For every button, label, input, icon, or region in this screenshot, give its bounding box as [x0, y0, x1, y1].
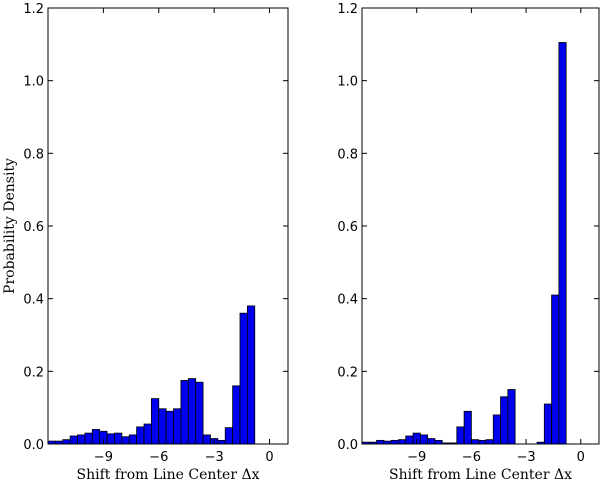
histogram-bar — [150, 398, 160, 445]
y-tick-label: 1.2 — [23, 2, 44, 17]
x-axis-label: Shift from Line Center Δx — [77, 467, 260, 480]
histogram-bar — [173, 408, 182, 445]
histogram-bar — [478, 439, 487, 445]
histogram-bar — [128, 434, 138, 445]
histogram-bar — [62, 439, 71, 445]
histogram-bar — [77, 434, 86, 445]
x-tick-label: −3 — [205, 450, 224, 465]
histogram-bar — [485, 439, 494, 445]
y-tick-label: 1.0 — [23, 75, 44, 90]
y-axis-label: Probability Density — [2, 158, 18, 294]
y-tick-label: 0.4 — [23, 293, 44, 308]
histogram-bar — [390, 439, 399, 445]
histogram-bar — [84, 432, 93, 445]
y-tick-label: 0.2 — [337, 365, 358, 380]
y-tick-label: 0.6 — [337, 220, 358, 235]
histogram-bar — [217, 439, 226, 445]
histogram-bar — [143, 423, 152, 445]
x-tick-label: −9 — [407, 450, 426, 465]
y-tick-label: 0.6 — [23, 220, 44, 235]
histogram-bar — [246, 305, 256, 445]
right-panel: 0.0 0.2 0.4 0.6 0.8 1.0 1.2 −9 −6 −3 0 Shift from L… — [337, 2, 600, 480]
histogram-bar — [224, 427, 234, 445]
histogram-bar — [202, 434, 211, 445]
x-tick-label: 0 — [577, 450, 585, 465]
histogram-bar — [187, 378, 197, 445]
y-tick-label: 0.8 — [337, 147, 358, 162]
histogram-bar — [558, 42, 567, 445]
histogram-bar — [114, 432, 123, 445]
x-axis-label: Shift from Line Center Δx — [389, 467, 572, 480]
histogram-bar — [398, 439, 407, 445]
histogram-bar — [551, 294, 560, 445]
y-tick-label: 0.2 — [23, 365, 44, 380]
histogram-bar — [121, 436, 130, 445]
histogram-bar — [419, 434, 429, 445]
histogram-bar — [434, 439, 443, 445]
y-tick-label: 0.0 — [337, 438, 358, 453]
histogram-bar — [165, 410, 174, 445]
histogram-bar — [195, 381, 204, 445]
y-tick-label: 0.4 — [337, 293, 358, 308]
histogram-bar — [69, 435, 78, 445]
left-panel: 0.0 0.2 0.4 0.6 0.8 1.0 1.2 −9 −6 −3 0 Shift from L… — [2, 2, 289, 480]
x-tick-label: −3 — [516, 450, 535, 465]
histogram-bar — [456, 426, 465, 445]
histogram-bar — [91, 429, 101, 445]
histogram-bar — [180, 380, 189, 445]
y-tick-label: 0.0 — [23, 438, 44, 453]
histogram-bar — [427, 438, 436, 445]
y-tick-label: 0.8 — [23, 147, 44, 162]
histogram-bar — [507, 389, 516, 445]
histogram-bar — [376, 439, 385, 445]
histogram-bar — [136, 426, 145, 445]
x-tick-label: −6 — [462, 450, 481, 465]
x-tick-label: −6 — [149, 450, 168, 465]
x-tick-label: 0 — [265, 450, 273, 465]
histogram-bar — [500, 396, 509, 445]
histogram-bar — [232, 385, 241, 445]
histogram-bar — [463, 410, 472, 445]
histogram-bar — [543, 403, 552, 445]
histogram-bar — [106, 433, 115, 445]
histogram-bar — [470, 439, 480, 445]
x-tick-label: −9 — [94, 450, 113, 465]
histogram-bar — [405, 435, 414, 445]
histogram-bar — [492, 414, 501, 445]
y-tick-label: 1.0 — [337, 75, 358, 90]
histogram-bar — [158, 408, 167, 445]
histogram-bar — [239, 312, 248, 445]
y-tick-label: 1.2 — [337, 2, 358, 17]
